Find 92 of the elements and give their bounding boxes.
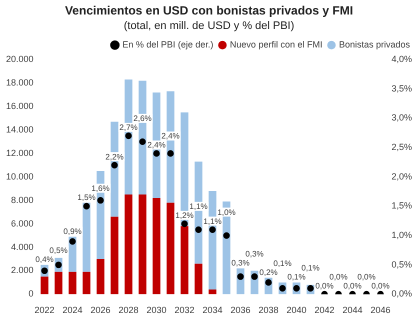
point [139,138,146,146]
point [223,232,230,239]
legend-label: Bonistas privados [338,40,410,50]
x-tick-label: 2026 [90,305,111,316]
x-tick-label: 2032 [174,305,195,316]
y2-tick-label: 3,5% [391,83,412,94]
y-tick-label: 20.000 [6,54,34,64]
x-tick-label: 2022 [34,305,55,316]
y-tick-label: 0 [28,288,34,299]
y2-tick-label: 1,5% [391,200,412,211]
data-label: 1,6% [91,184,110,193]
data-label: 1,2% [175,211,194,220]
y2-tick-label: 2,0% [391,171,412,182]
bar [180,226,188,294]
data-label: 2,4% [147,140,166,150]
x-tick-label: 2040 [286,305,307,316]
y-tick-label: 4.000 [10,242,34,252]
legend-label: En % del PBI (eje der.) [122,40,214,50]
bar [96,259,104,294]
point [97,197,104,204]
data-label: 0,3% [231,258,250,268]
data-label: 0,2% [259,268,278,277]
point [251,273,258,280]
y2-tick-label: 1,0% [391,230,412,240]
y-tick-label: 2.000 [10,265,34,276]
data-label: 1,1% [189,202,208,212]
y-tick-label: 16.000 [6,101,34,112]
bar [82,272,90,294]
data-label: 0,3% [245,250,264,259]
x-tick-label: 2028 [118,305,139,316]
point [167,150,174,157]
bar [110,216,118,294]
point [237,273,244,280]
point [111,162,118,168]
bar [152,198,160,294]
y-tick-label: 14.000 [6,124,34,134]
data-label: 2,7% [119,123,138,132]
legend-label: Nuevo perfil con el FMI [230,40,322,50]
y2-tick-label: 0,0% [391,288,412,299]
data-label: 0,0% [315,281,334,290]
y-tick-label: 10.000 [6,171,34,182]
point [153,150,160,157]
data-label: 0,1% [301,264,320,273]
x-tick-label: 2044 [342,305,363,316]
point [83,202,90,210]
y-tick-label: 6.000 [10,218,34,228]
data-label: 0,0% [343,281,362,290]
point [69,238,76,245]
data-label: 1,5% [77,192,96,202]
bar [82,202,90,272]
bar [68,272,76,294]
y2-tick-label: 0,5% [391,259,412,270]
data-label: 0,1% [287,272,306,282]
data-label: 0,0% [329,272,348,282]
point [209,226,216,233]
x-tick-label: 2042 [314,305,335,316]
x-tick-label: 2030 [146,305,167,316]
data-label: 2,2% [105,152,124,162]
data-label: 0,0% [357,272,376,282]
data-label: 2,6% [133,114,152,124]
y-tick-label: 18.000 [6,78,34,88]
x-tick-label: 2036 [230,305,251,316]
point [307,285,314,292]
data-label: 2,4% [161,132,180,141]
data-label: 0,1% [273,258,292,268]
y-tick-label: 8.000 [10,194,34,205]
x-tick-label: 2034 [202,305,223,316]
data-label: 0,0% [371,281,390,290]
data-label: 1,0% [217,208,236,217]
data-label: 0,4% [35,255,54,264]
y2-tick-label: 4,0% [391,54,412,64]
y2-tick-label: 2,5% [391,142,412,152]
bar [166,202,174,294]
point [195,226,202,233]
bar [40,276,48,294]
y2-tick-label: 3,0% [391,112,412,123]
x-tick-label: 2046 [370,305,391,316]
bar [194,264,202,294]
chart-subtitle: (total, en mill. de USD y % del PBI) [124,20,294,32]
data-label: 1,1% [203,216,222,226]
point [125,132,132,140]
point [181,220,188,228]
data-label: 0,9% [63,226,82,236]
data-label: 0,5% [49,246,68,256]
y-tick-label: 12.000 [6,148,34,158]
chart-title: Vencimientos en USD con bonistas privados y FMI [64,4,354,18]
x-tick-label: 2038 [258,305,279,316]
bar [54,272,62,294]
bar [138,194,146,294]
x-tick-label: 2024 [62,305,83,316]
bar [124,194,132,294]
bar [208,290,216,294]
